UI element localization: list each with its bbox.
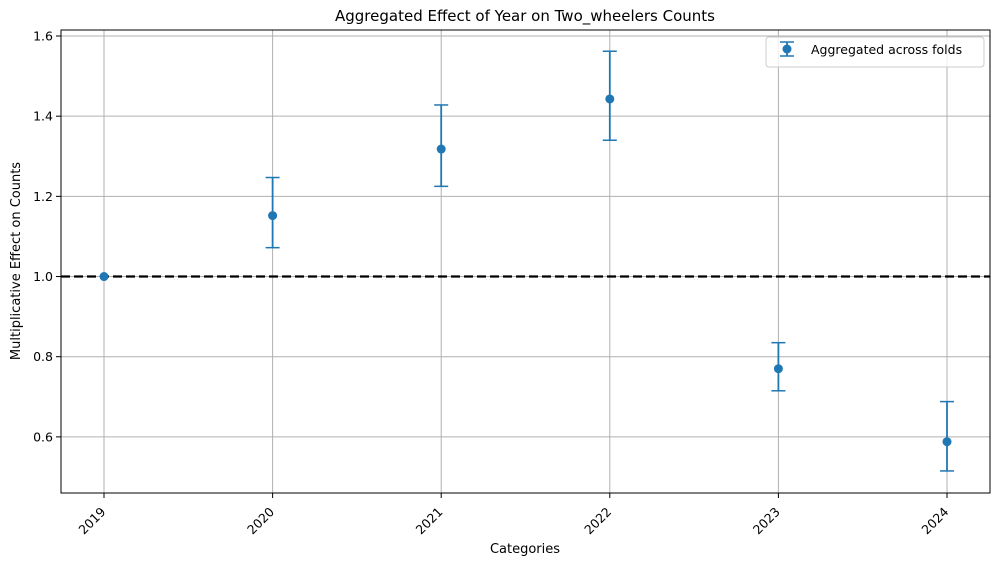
data-point [605, 94, 615, 104]
y-tick-label: 1.2 [33, 189, 53, 204]
legend-marker-icon [782, 44, 792, 54]
y-tick-label: 1.6 [33, 29, 53, 44]
y-axis-label: Multiplicative Effect on Counts [9, 162, 24, 360]
x-axis-label: Categories [490, 542, 560, 557]
data-point [942, 437, 952, 447]
data-point [773, 364, 783, 374]
legend-label: Aggregated across folds [811, 42, 962, 57]
data-layer [99, 50, 954, 472]
plot-frame [60, 29, 991, 494]
legend: Aggregated across folds [765, 36, 985, 68]
legend-box [765, 36, 985, 68]
y-tick-label: 0.8 [33, 349, 53, 364]
data-point [99, 272, 109, 282]
chart-title: Aggregated Effect of Year on Two_wheeler… [335, 7, 715, 26]
data-point [436, 144, 446, 154]
data-point [268, 211, 278, 221]
y-tick-label: 0.6 [33, 429, 53, 444]
y-tick-label: 1.4 [33, 109, 53, 124]
y-tick-label: 1.0 [33, 269, 53, 284]
